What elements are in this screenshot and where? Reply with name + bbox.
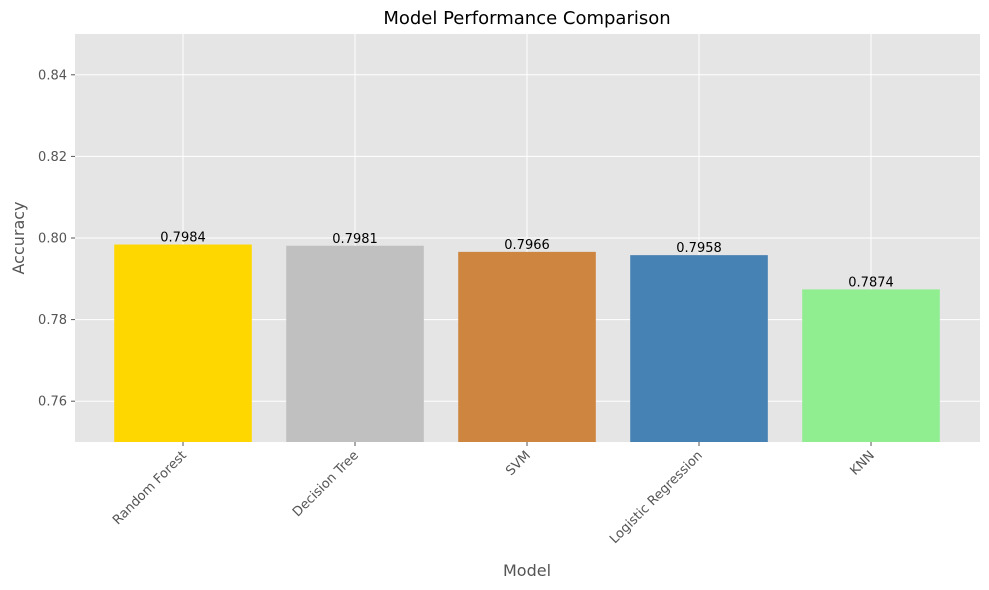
y-axis-label: Accuracy bbox=[9, 201, 28, 274]
y-tick-label: 0.78 bbox=[38, 313, 67, 328]
y-tick-label: 0.76 bbox=[38, 395, 67, 410]
x-tick-label: Random Forest bbox=[110, 448, 190, 528]
y-tick-label: 0.80 bbox=[38, 232, 67, 247]
value-label: 0.7874 bbox=[848, 275, 894, 290]
x-tick-label: Decision Tree bbox=[290, 448, 362, 520]
x-axis-label: Model bbox=[503, 561, 551, 580]
y-tick-label: 0.82 bbox=[38, 150, 67, 165]
chart-title: Model Performance Comparison bbox=[383, 8, 670, 29]
bar bbox=[458, 251, 596, 442]
bar bbox=[114, 244, 252, 442]
value-label: 0.7958 bbox=[676, 241, 722, 256]
x-tick-label: Logistic Regression bbox=[607, 448, 706, 547]
x-tick-label: SVM bbox=[503, 448, 534, 479]
value-label: 0.7981 bbox=[332, 232, 378, 247]
bar bbox=[630, 255, 768, 442]
bar bbox=[802, 289, 940, 442]
y-tick-label: 0.84 bbox=[38, 68, 67, 83]
bar bbox=[286, 245, 424, 442]
value-label: 0.7984 bbox=[160, 231, 206, 246]
value-label: 0.7966 bbox=[504, 238, 550, 253]
x-tick-label: KNN bbox=[847, 448, 877, 478]
